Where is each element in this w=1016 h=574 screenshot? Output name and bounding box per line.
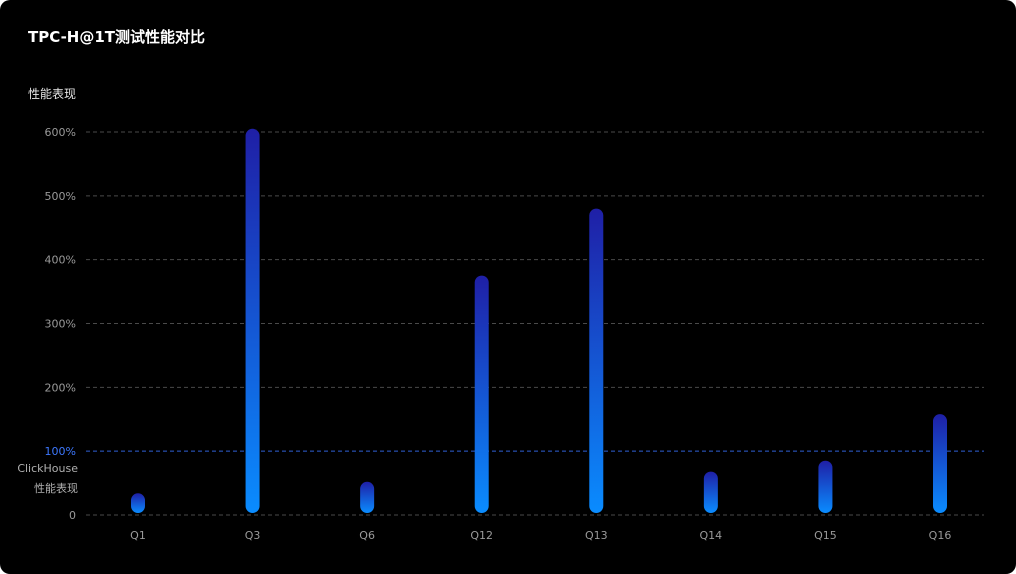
bar-q15 xyxy=(818,460,833,513)
bar-q1 xyxy=(131,493,145,513)
y-tick-label: 500% xyxy=(45,190,76,203)
bar-q3 xyxy=(245,128,260,513)
y-tick-label: 400% xyxy=(45,254,76,267)
x-tick-label: Q1 xyxy=(130,529,146,542)
baseline-note-line: ClickHouse xyxy=(17,462,78,475)
x-tick-label: Q14 xyxy=(700,529,723,542)
y-tick-label: 300% xyxy=(45,318,76,331)
x-tick-label: Q15 xyxy=(814,529,837,542)
y-axis-label: 性能表现 xyxy=(28,87,77,101)
y-tick-label: 200% xyxy=(45,381,76,394)
x-tick-label: Q16 xyxy=(929,529,952,542)
y-tick-label: 0 xyxy=(69,509,76,522)
bar-q12 xyxy=(474,275,489,513)
bar-q16 xyxy=(933,414,947,513)
bar-q13 xyxy=(589,208,604,513)
y-tick-label: 100% xyxy=(45,445,76,458)
bar-q6 xyxy=(360,481,375,513)
y-tick-label: 600% xyxy=(45,126,76,139)
chart-title: TPC-H@1T测试性能对比 xyxy=(28,28,206,46)
x-tick-label: Q12 xyxy=(470,529,493,542)
bar-q14 xyxy=(703,471,718,513)
baseline-note-line: 性能表现 xyxy=(34,481,78,495)
x-tick-label: Q13 xyxy=(585,529,608,542)
x-tick-label: Q3 xyxy=(245,529,261,542)
x-tick-label: Q6 xyxy=(359,529,375,542)
